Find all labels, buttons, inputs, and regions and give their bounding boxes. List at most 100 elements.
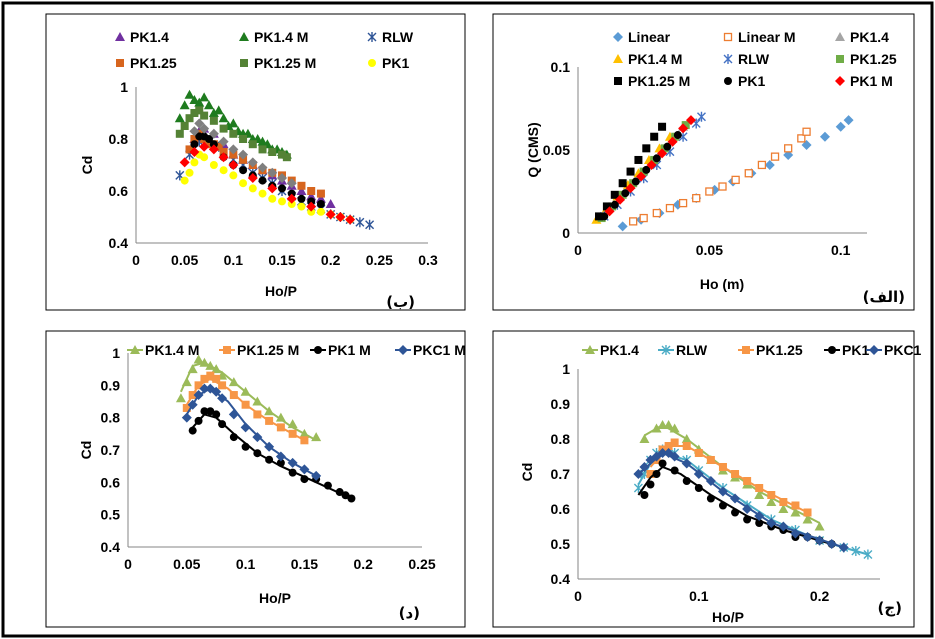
data-point [267, 167, 278, 178]
x-tick-label: 0.05 [696, 242, 723, 258]
legend-entry: PK1.4 [115, 29, 169, 45]
data-point [307, 187, 316, 195]
data-point [212, 410, 221, 419]
legend-label: PK1 [842, 342, 869, 358]
data-point [743, 515, 752, 524]
legend-entry: RLW [367, 29, 414, 45]
data-point [199, 357, 210, 367]
trend-line [637, 465, 832, 545]
data-point [325, 209, 336, 220]
x-tick-label: 0.2 [810, 588, 830, 604]
data-point [286, 178, 297, 189]
x-tick-label: 0 [132, 252, 140, 268]
legend-label: Linear M [738, 29, 796, 45]
data-point [257, 136, 268, 146]
legend-marker [661, 345, 671, 355]
data-point [278, 150, 286, 159]
data-point [345, 214, 356, 225]
y-tick-label: 0.6 [101, 474, 121, 490]
data-point [667, 136, 678, 147]
data-point [663, 142, 672, 151]
legend-entry: PK1 M [310, 342, 371, 358]
data-point [241, 400, 250, 409]
series-pk1 [600, 131, 682, 221]
data-point [625, 183, 636, 194]
data-point [288, 468, 297, 477]
x-axis-title: Ho/P [712, 609, 744, 625]
data-point [347, 494, 356, 503]
data-point [239, 179, 248, 188]
data-point [696, 111, 706, 122]
data-point [187, 399, 198, 410]
data-point [682, 442, 691, 450]
data-point [200, 153, 209, 162]
y-tick-label: 0.8 [101, 410, 121, 426]
x-tick-label: 0.25 [408, 556, 435, 572]
data-point [258, 189, 267, 198]
data-point [617, 221, 628, 232]
data-point [258, 176, 267, 185]
data-point [300, 436, 309, 445]
y-tick-label: 0.6 [109, 183, 129, 199]
data-point [306, 191, 317, 201]
data-point [764, 159, 775, 170]
data-point [275, 451, 286, 462]
data-point [179, 100, 190, 110]
data-point [194, 381, 203, 390]
data-point [640, 491, 649, 499]
data-point [731, 508, 740, 517]
data-point [268, 194, 277, 203]
data-point [705, 187, 714, 196]
data-point [228, 144, 239, 155]
series-pkc1 [633, 448, 849, 553]
data-point [247, 173, 258, 183]
data-point [790, 528, 801, 539]
data-point [325, 199, 336, 208]
legend-label: PK1.4 [850, 29, 889, 45]
legend-label: Linear [628, 29, 671, 45]
data-point [681, 458, 692, 469]
data-point [791, 501, 800, 510]
data-point [851, 546, 861, 556]
data-point [212, 374, 221, 383]
legend-label: PK1.25 [756, 342, 803, 358]
series-pk1-4-m [175, 354, 322, 442]
legend-marker [723, 32, 733, 42]
data-point [639, 462, 650, 472]
data-point [265, 416, 274, 425]
data-point [838, 542, 849, 553]
data-point [208, 128, 219, 139]
data-point [194, 97, 205, 107]
legend-entry: PK1.25 [836, 51, 897, 67]
data-point [316, 200, 325, 208]
data-point [218, 136, 229, 147]
y-tick-label: 0.9 [101, 377, 121, 393]
y-tick-label: 1 [562, 361, 570, 377]
data-point [863, 549, 873, 560]
data-point [194, 416, 203, 425]
x-tick-label: 0.15 [268, 252, 295, 268]
data-point [257, 162, 268, 173]
chart-panel-b: 0 0.05 0.1 0.15 0.2 0.25 0.3 0.4 0.6 0.8 1 Ho/P Cd (ب… [45, 13, 466, 311]
data-point [288, 429, 297, 438]
x-tick-label: 0.25 [366, 252, 393, 268]
data-point [199, 383, 210, 394]
y-tick-label: 0.5 [101, 507, 121, 523]
y-tick-label: 0.8 [109, 131, 129, 147]
legend-marker [314, 346, 322, 354]
data-point [642, 165, 651, 174]
data-point [239, 135, 248, 143]
legend-marker [223, 346, 231, 354]
series-pk1-25 [646, 438, 812, 517]
data-point [657, 148, 668, 159]
legend-marker [368, 59, 376, 67]
x-tick-label: 0.1 [689, 588, 709, 604]
series-pkc1-m [181, 383, 322, 481]
legend-marker [614, 77, 622, 85]
data-point [208, 108, 219, 117]
data-point [705, 476, 716, 486]
chart-panel-dal: 0 0.05 0.1 0.15 0.2 0.25 0.4 0.5 0.6 0.7 0.8 0.9 1 Ho… [45, 330, 466, 628]
data-point [209, 161, 218, 169]
data-point [219, 166, 228, 175]
data-point [646, 470, 655, 478]
